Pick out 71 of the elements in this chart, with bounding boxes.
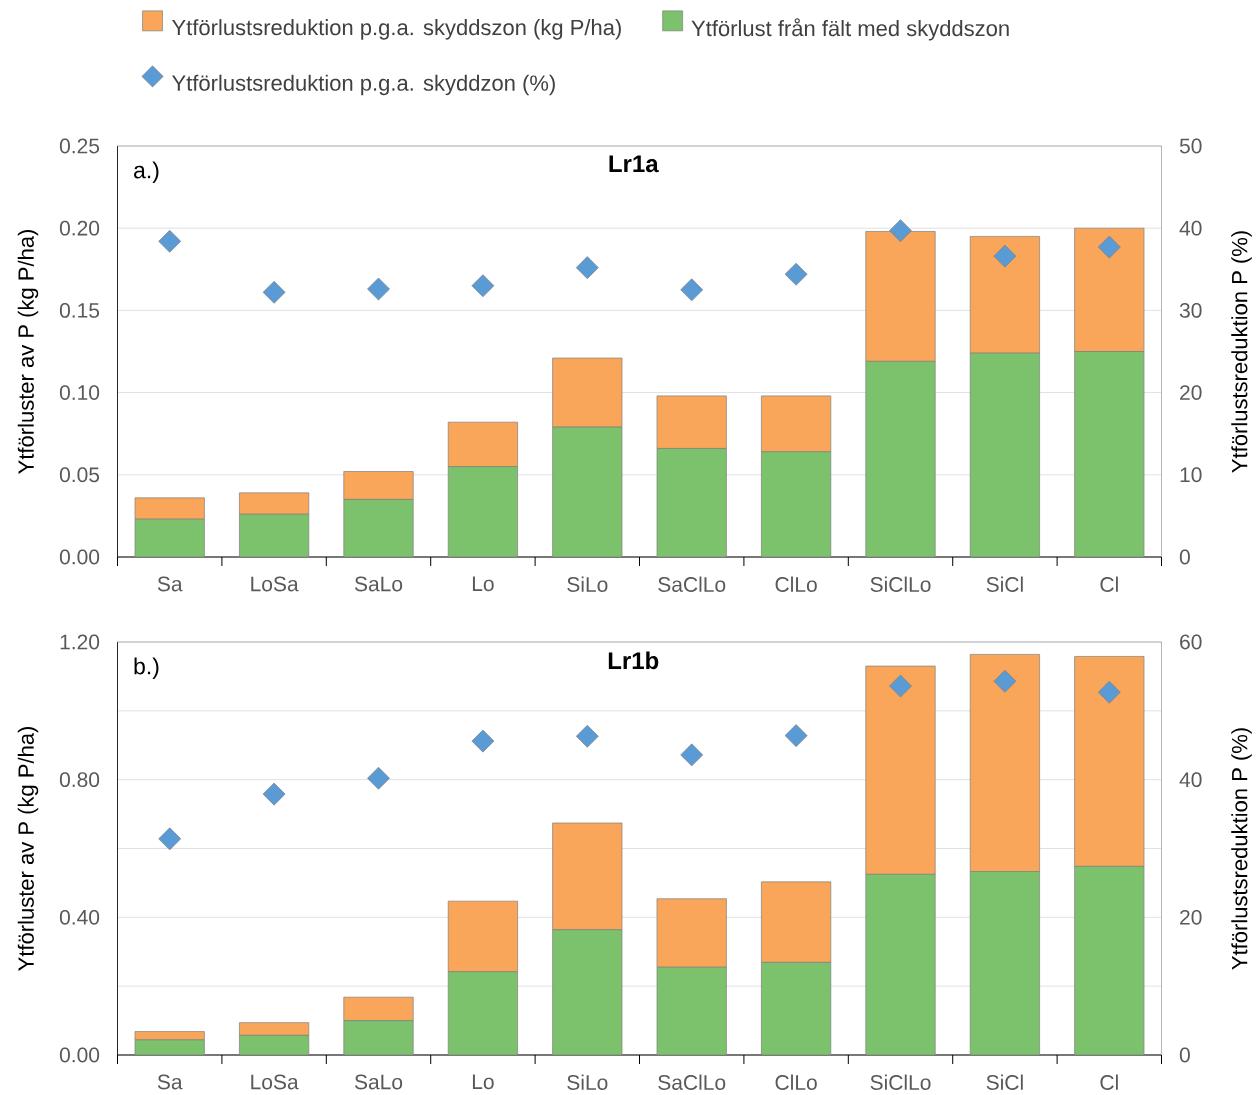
point: [993, 244, 1017, 268]
point: [1097, 235, 1121, 259]
point: [158, 229, 182, 253]
y-axis-title: Ytförluster av P (kg P/ha): [17, 230, 39, 474]
point: [262, 280, 286, 304]
y-tick-label: 0.25: [59, 138, 100, 154]
y2-tick-label: 0: [1179, 549, 1190, 565]
x-tick-label: Cl: [1100, 576, 1118, 592]
x-tick-label: ClLo: [775, 1074, 817, 1090]
annotation: a.): [134, 161, 159, 183]
y-tick-label: 0.40: [59, 909, 100, 925]
x-tick-label: SiClLo: [870, 1074, 931, 1090]
x-tick-label: SaClLo: [658, 576, 726, 592]
point: [680, 743, 704, 767]
legend-label: Ytförlust från fält med skyddszon: [691, 18, 1009, 41]
x-tick-label: Sa: [157, 576, 183, 592]
y-tick-label: 0.05: [59, 467, 100, 483]
x-tick-label: SiLo: [567, 1074, 608, 1090]
point: [367, 277, 390, 301]
point: [471, 274, 495, 298]
point: [367, 766, 390, 790]
x-tick-label: SaLo: [354, 576, 403, 592]
x-tick-label: SiClLo: [870, 576, 931, 592]
point: [784, 262, 808, 286]
chart-title: Lr1b: [608, 651, 659, 670]
point: [471, 729, 495, 753]
x-tick-label: LoSa: [251, 1074, 299, 1090]
point: [575, 724, 599, 748]
y-tick-label: 0.00: [59, 549, 100, 565]
annotation: b.): [134, 657, 159, 679]
x-tick-label: Cl: [1100, 1074, 1118, 1090]
point: [1097, 680, 1121, 704]
y2-tick-label: 20: [1180, 385, 1202, 401]
y2-axis-title: Ytförlustsreduktion P (%): [1231, 231, 1252, 473]
x-tick-label: LoSa: [251, 576, 299, 592]
x-tick-label: SiCl: [986, 576, 1023, 592]
point: [680, 278, 704, 302]
point: [158, 827, 182, 851]
y-tick-label: 0.10: [59, 385, 100, 401]
y2-tick-label: 30: [1179, 302, 1202, 318]
y2-axis-title: Ytförlustsreduktion P (%): [1231, 728, 1252, 970]
y-tick-label: 1.20: [60, 634, 100, 650]
chart-title: Lr1a: [609, 155, 659, 173]
y2-tick-label: 10: [1180, 467, 1202, 483]
y2-tick-label: 40: [1179, 220, 1202, 236]
x-tick-label: Lo: [472, 576, 494, 592]
y-tick-label: 0.00: [59, 1047, 100, 1063]
x-tick-label: SaClLo: [658, 1074, 726, 1090]
y2-tick-label: 50: [1179, 138, 1202, 154]
y2-tick-label: 0: [1179, 1047, 1190, 1063]
point: [993, 669, 1017, 693]
y-tick-label: 0.80: [59, 772, 100, 788]
x-tick-label: Sa: [157, 1074, 183, 1090]
legend-label: Ytförlustsreduktion p.g.a. skyddszon (kg P/ha): [171, 19, 621, 40]
y2-tick-label: 40: [1179, 772, 1202, 788]
y2-tick-label: 60: [1180, 634, 1202, 650]
point: [575, 256, 599, 280]
y-tick-label: 0.20: [59, 220, 100, 236]
point: [784, 724, 808, 747]
y-axis-title: Ytförluster av P (kg P/ha): [17, 726, 39, 971]
x-tick-label: SiLo: [567, 576, 608, 592]
legend-label: Ytförlustsreduktion p.g.a. skyddzon (%): [171, 74, 555, 96]
x-tick-label: Lo: [472, 1074, 494, 1090]
point: [889, 219, 912, 243]
x-tick-label: SaLo: [354, 1074, 403, 1090]
x-tick-label: SiCl: [986, 1074, 1023, 1090]
point: [889, 674, 912, 698]
point: [262, 782, 286, 806]
y2-tick-label: 20: [1180, 909, 1202, 925]
x-tick-label: ClLo: [775, 576, 817, 592]
y-tick-label: 0.15: [59, 302, 100, 318]
